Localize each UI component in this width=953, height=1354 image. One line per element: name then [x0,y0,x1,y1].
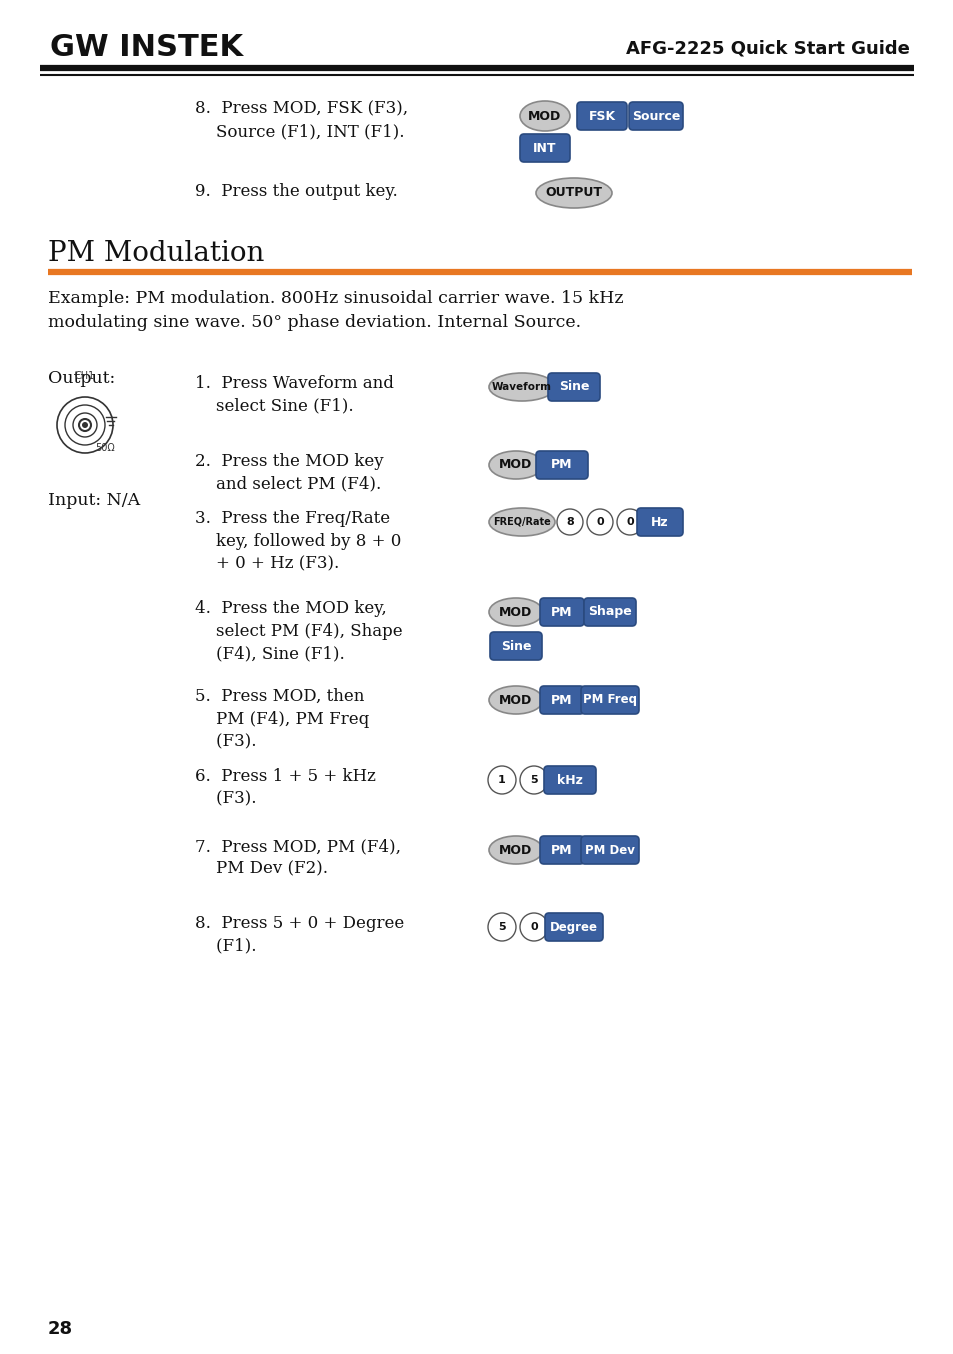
Circle shape [519,913,547,941]
Text: Output:: Output: [48,370,115,387]
Text: 1.  Press Waveform and
    select Sine (F1).: 1. Press Waveform and select Sine (F1). [194,375,394,414]
Text: 4.  Press the MOD key,
    select PM (F4), Shape
    (F4), Sine (F1).: 4. Press the MOD key, select PM (F4), Sh… [194,600,402,662]
Text: 5: 5 [497,922,505,932]
FancyBboxPatch shape [580,835,639,864]
Text: 8.  Press 5 + 0 + Degree
    (F1).: 8. Press 5 + 0 + Degree (F1). [194,915,404,955]
Text: AFG-2225 Quick Start Guide: AFG-2225 Quick Start Guide [625,39,909,57]
Circle shape [488,766,516,793]
Text: PM Freq: PM Freq [582,693,637,707]
FancyBboxPatch shape [539,835,583,864]
Ellipse shape [489,451,542,479]
Text: PM: PM [551,459,572,471]
Text: Sine: Sine [500,639,531,653]
Circle shape [519,766,547,793]
Ellipse shape [489,508,555,536]
Text: 8: 8 [565,517,574,527]
Text: Sine: Sine [558,380,589,394]
FancyBboxPatch shape [583,598,636,626]
Text: Example: PM modulation. 800Hz sinusoidal carrier wave. 15 kHz
modulating sine wa: Example: PM modulation. 800Hz sinusoidal… [48,290,623,332]
Text: Input: N/A: Input: N/A [48,492,140,509]
FancyBboxPatch shape [490,632,541,659]
Text: Shape: Shape [587,605,631,619]
Ellipse shape [489,598,542,626]
FancyBboxPatch shape [577,102,626,130]
Text: MOD: MOD [498,459,532,471]
Text: 2.  Press the MOD key
    and select PM (F4).: 2. Press the MOD key and select PM (F4). [194,454,383,493]
Ellipse shape [489,835,542,864]
Text: 9.  Press the output key.: 9. Press the output key. [194,183,397,200]
Circle shape [617,509,642,535]
Text: PM: PM [551,605,572,619]
Text: MOD: MOD [498,605,532,619]
FancyBboxPatch shape [536,451,587,479]
Text: CH1: CH1 [74,371,95,380]
Text: PM Dev: PM Dev [584,844,635,857]
Text: 5: 5 [530,774,537,785]
FancyBboxPatch shape [539,686,583,714]
Text: 0: 0 [530,922,537,932]
Ellipse shape [536,177,612,209]
FancyBboxPatch shape [580,686,639,714]
Text: 7.  Press MOD, PM (F4),
    PM Dev (F2).: 7. Press MOD, PM (F4), PM Dev (F2). [194,838,400,877]
FancyBboxPatch shape [637,508,682,536]
Text: GW INSTEK: GW INSTEK [50,34,243,62]
Text: 3.  Press the Freq/Rate
    key, followed by 8 + 0
    + 0 + Hz (F3).: 3. Press the Freq/Rate key, followed by … [194,510,401,573]
FancyBboxPatch shape [539,598,583,626]
Text: OUTPUT: OUTPUT [545,187,602,199]
Text: Source: Source [631,110,679,122]
Circle shape [557,509,582,535]
Text: PM: PM [551,844,572,857]
FancyBboxPatch shape [547,372,599,401]
Text: PM Modulation: PM Modulation [48,240,264,267]
FancyBboxPatch shape [519,134,569,162]
Text: INT: INT [533,142,557,154]
Circle shape [586,509,613,535]
Text: Waveform: Waveform [492,382,552,393]
Ellipse shape [519,102,569,131]
Text: Degree: Degree [550,921,598,933]
Text: MOD: MOD [528,110,561,122]
Text: FSK: FSK [588,110,615,122]
Text: 8.  Press MOD, FSK (F3),
    Source (F1), INT (F1).: 8. Press MOD, FSK (F3), Source (F1), INT… [194,100,408,141]
Text: 50Ω: 50Ω [95,443,114,454]
Text: 28: 28 [48,1320,73,1338]
Text: 0: 0 [596,517,603,527]
Text: 5.  Press MOD, then
    PM (F4), PM Freq
    (F3).: 5. Press MOD, then PM (F4), PM Freq (F3)… [194,688,369,750]
Text: MOD: MOD [498,693,532,707]
FancyBboxPatch shape [544,913,602,941]
Text: MOD: MOD [498,844,532,857]
Circle shape [488,913,516,941]
Text: FREQ/Rate: FREQ/Rate [493,517,550,527]
Ellipse shape [489,686,542,714]
Text: 0: 0 [625,517,633,527]
Text: 6.  Press 1 + 5 + kHz
    (F3).: 6. Press 1 + 5 + kHz (F3). [194,768,375,808]
Text: Hz: Hz [651,516,668,528]
FancyBboxPatch shape [628,102,682,130]
Ellipse shape [489,372,555,401]
Text: 1: 1 [497,774,505,785]
FancyBboxPatch shape [543,766,596,793]
Text: PM: PM [551,693,572,707]
Circle shape [82,422,88,428]
Text: kHz: kHz [557,773,582,787]
